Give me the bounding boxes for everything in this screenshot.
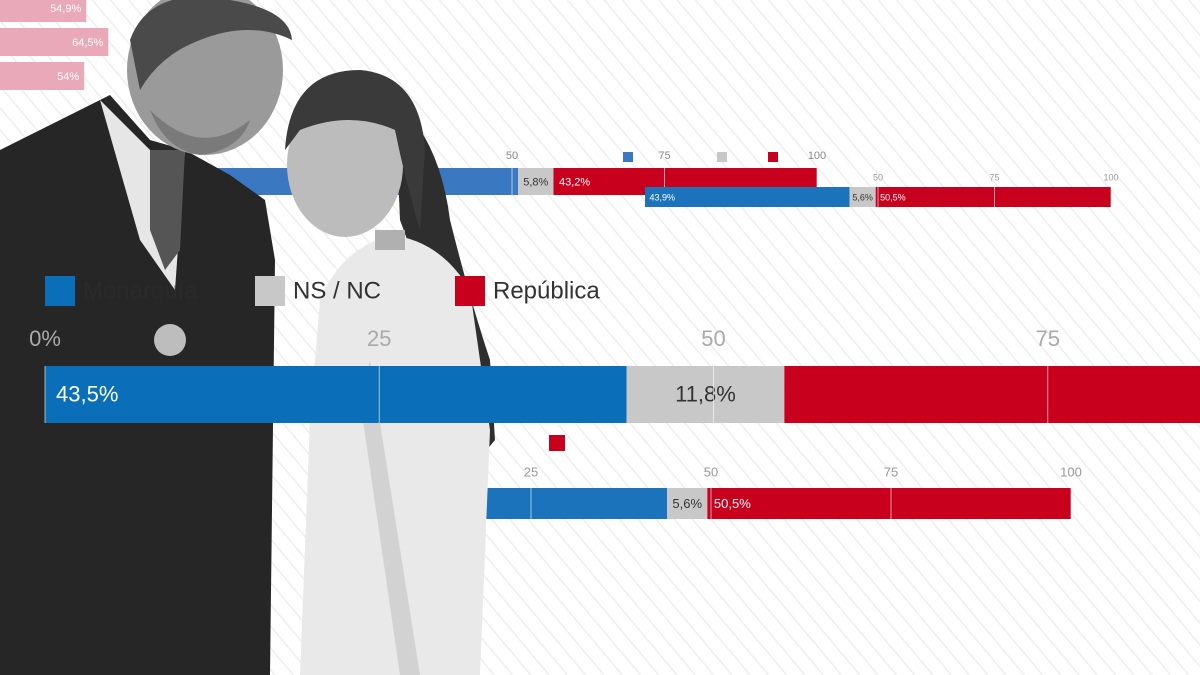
x-tick-label: 100 <box>1103 172 1118 182</box>
man-tie <box>150 150 185 270</box>
legend-swatch <box>623 152 633 162</box>
x-tick-label: 25 <box>524 464 538 479</box>
x-tick-label: 75 <box>884 464 898 479</box>
x-tick-label: 100 <box>808 150 826 162</box>
x-tick-label: 50 <box>873 172 883 182</box>
segment-value-label: 50,5% <box>714 496 751 511</box>
segment-value-label: 43,2% <box>559 176 590 188</box>
bar <box>0 0 87 22</box>
segment-value-label: 43,5% <box>56 381 118 406</box>
segment-value-label: 5,6% <box>672 496 702 511</box>
x-tick-label: 75 <box>658 150 670 162</box>
legend-swatch <box>549 435 565 451</box>
legend-swatch <box>717 152 727 162</box>
woman-dress <box>300 235 490 675</box>
woman-face <box>287 93 403 237</box>
woman-dress-fold <box>360 360 420 675</box>
legend-swatch <box>455 276 485 306</box>
woman-neck <box>375 230 405 250</box>
bar-segment <box>707 488 1071 519</box>
segment-value-label: 11,8% <box>675 381 736 406</box>
bar-value-label: 64,5% <box>72 37 103 49</box>
x-tick-label: 0% <box>29 326 61 351</box>
medal <box>154 324 186 356</box>
bar <box>0 28 109 56</box>
man-beard <box>150 110 250 155</box>
bar-segment <box>784 366 1200 423</box>
legend-swatch <box>768 152 778 162</box>
legend-swatch <box>255 276 285 306</box>
x-tick-label: 100 <box>1060 464 1082 479</box>
segment-value-label: 5,8% <box>523 176 548 188</box>
bar-segment <box>849 187 876 207</box>
bar-segment <box>626 366 785 423</box>
x-tick-label: 50 <box>704 464 718 479</box>
x-tick-label: 50 <box>506 150 518 162</box>
main-chart: 43,5% 11,8% 0% 25 50 75 Monarquía NS / NC Repúbl… <box>29 276 1200 423</box>
man-hair <box>130 0 292 90</box>
legend-label: NS / NC <box>293 277 381 304</box>
woman-hair <box>285 70 425 230</box>
legend-swatch <box>45 276 75 306</box>
legend-label: Monarquía <box>83 277 198 304</box>
bar-segment <box>645 187 850 207</box>
segment-value-label: 5,6% <box>852 192 873 202</box>
legend-label: República <box>493 277 600 304</box>
photo <box>0 0 495 675</box>
x-tick-label: 75 <box>989 172 999 182</box>
bar-value-label: 54,9% <box>50 3 81 15</box>
x-tick-label: 75 <box>1036 326 1060 351</box>
bar-segment <box>875 187 1111 207</box>
bar-segment <box>45 366 627 423</box>
bar-segment <box>518 168 554 195</box>
x-tick-label: 50 <box>701 326 725 351</box>
segment-value-label: 43,9% <box>650 192 676 202</box>
segment-value-label: 50,5% <box>880 192 906 202</box>
bar <box>0 62 85 90</box>
bar-value-label: 54% <box>57 71 79 83</box>
bar-segment <box>667 488 708 519</box>
x-tick-label: 25 <box>367 326 391 351</box>
